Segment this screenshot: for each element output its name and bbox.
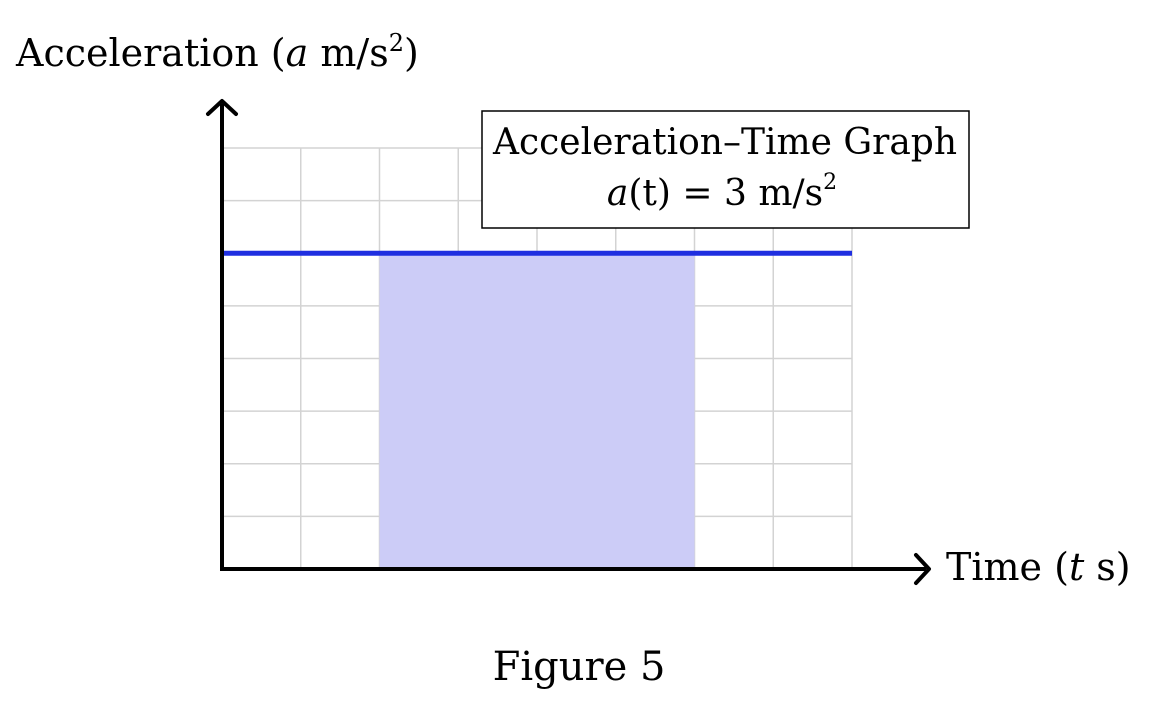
x-axis-arrowhead xyxy=(914,553,931,585)
x-axis-title: Time (t s) xyxy=(946,545,1131,589)
legend-title: Acceleration–Time Graph xyxy=(492,122,957,163)
figure-caption: Figure 5 xyxy=(493,644,666,690)
y-axis-title: Acceleration (a m/s2) xyxy=(15,29,419,75)
shaded-area xyxy=(379,253,695,569)
axes xyxy=(206,99,931,585)
legend-equation: a(t) = 3 m/s2 xyxy=(607,170,837,214)
y-axis-arrowhead xyxy=(206,99,238,116)
legend: Acceleration–Time Graph a(t) = 3 m/s2 xyxy=(481,110,970,229)
shaded-area-rect xyxy=(379,253,695,569)
legend-box xyxy=(481,110,970,229)
